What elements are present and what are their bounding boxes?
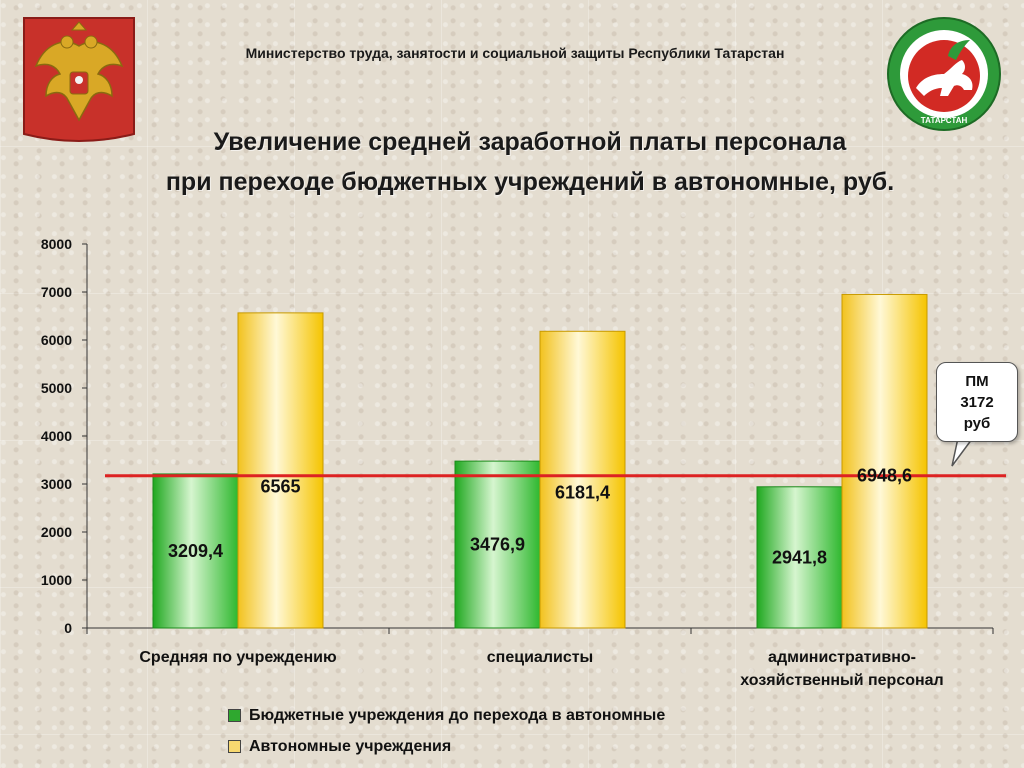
title-line-1: Увеличение средней заработной платы перс…: [213, 128, 847, 156]
bar-budget: [454, 460, 541, 629]
pm-value: 3172: [960, 393, 994, 411]
data-label-auto: 6181,4: [555, 483, 610, 503]
y-tick-label: 8000: [41, 236, 72, 252]
pm-unit: руб: [963, 414, 991, 432]
y-tick-label: 6000: [41, 332, 72, 348]
y-tick-label: 3000: [41, 476, 72, 492]
legend-label-budget: Бюджетные учреждения до перехода в автон…: [249, 706, 666, 724]
y-tick-label: 2000: [41, 524, 72, 540]
data-label-budget: 3476,9: [470, 535, 525, 555]
y-tick-label: 1000: [41, 572, 72, 588]
y-tick-label: 7000: [41, 284, 72, 300]
y-tick-label: 5000: [41, 380, 72, 396]
legend-swatch-auto: [228, 740, 241, 753]
russia-coat-of-arms-icon: [23, 17, 135, 142]
legend-item-budget: Бюджетные учреждения до перехода в автон…: [228, 700, 828, 731]
data-label-budget: 2941,8: [772, 547, 827, 567]
y-tick-label: 4000: [41, 428, 72, 444]
legend-label-auto: Автономные учреждения: [249, 737, 452, 755]
page-title: Увеличение средней заработной платы перс…: [40, 122, 1020, 202]
tatarstan-coat-of-arms-icon: ТАТАРСТАН: [887, 17, 1001, 131]
subsistence-minimum-callout: ПМ 3172 руб: [936, 362, 1018, 442]
legend-swatch-budget: [228, 709, 241, 722]
ministry-name: Министерство труда, занятости и социальн…: [245, 45, 785, 61]
chart-legend: Бюджетные учреждения до перехода в автон…: [228, 700, 828, 762]
x-category-label: административно-: [768, 649, 916, 666]
x-category-label: хозяйственный персонал: [740, 672, 943, 689]
x-category-label: специалисты: [487, 649, 593, 666]
tatarstan-emblem-text: ТАТАРСТАН: [921, 116, 968, 125]
x-category-label: Средняя по учреждению: [139, 649, 337, 666]
title-line-2: при переходе бюджетных учреждений в авто…: [165, 168, 895, 196]
callout-pointer: [951, 437, 974, 467]
data-label-auto: 6948,6: [857, 466, 912, 486]
bar-budget: [756, 486, 843, 629]
y-tick-label: 0: [64, 620, 72, 636]
pm-label: ПМ: [965, 372, 989, 390]
legend-item-auto: Автономные учреждения: [228, 731, 828, 762]
data-label-auto: 6565: [260, 477, 300, 497]
data-label-budget: 3209,4: [168, 541, 223, 561]
bar-budget: [152, 473, 239, 629]
bar-auto: [237, 312, 324, 629]
bar-auto: [539, 330, 626, 629]
bar-auto: [841, 293, 928, 629]
